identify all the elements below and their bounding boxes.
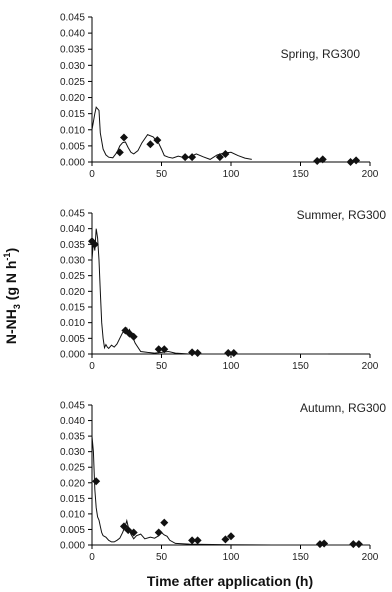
spring-model-line <box>91 106 252 160</box>
spring-y-tick-label: 0.020 <box>60 93 85 104</box>
spring-measured-point <box>119 133 128 142</box>
y-axis-label-subscript: 3 <box>12 304 22 309</box>
autumn-measured-point <box>124 526 133 535</box>
spring-measured-point <box>215 153 224 162</box>
spring-y-tick-label: 0.000 <box>60 158 85 169</box>
summer-x-tick-label: 0 <box>89 361 95 372</box>
summer-x-tick-label: 150 <box>292 361 309 372</box>
summer-x-tick-label: 200 <box>362 361 379 372</box>
summer-y-tick-label: 0.015 <box>60 303 85 314</box>
spring-measured-point <box>153 136 162 145</box>
autumn-y-tick-label: 0.035 <box>60 432 85 443</box>
summer-measured-point <box>160 345 169 354</box>
autumn-y-tick-label: 0.020 <box>60 478 85 489</box>
spring-measured-point <box>352 156 361 165</box>
autumn-measured-point <box>188 536 197 545</box>
spring-y-tick-label: 0.030 <box>60 61 85 72</box>
y-axis-label-close: ) <box>3 248 19 253</box>
autumn-x-tick-label: 100 <box>223 552 240 563</box>
spring-y-tick-label: 0.015 <box>60 109 85 120</box>
autumn-measured-point <box>193 536 202 545</box>
summer-measured-point <box>154 345 163 354</box>
summer-y-tick-label: 0.045 <box>60 209 85 220</box>
spring-measured-point <box>221 149 230 158</box>
y-axis-label: N-NH3 (g N h-1) <box>2 248 22 344</box>
summer-y-tick-label: 0.035 <box>60 240 85 251</box>
summer-measured-point <box>229 349 238 358</box>
summer-y-tick-label: 0.005 <box>60 334 85 345</box>
autumn-x-tick-label: 0 <box>89 552 95 563</box>
autumn-y-tick-label: 0.040 <box>60 416 85 427</box>
autumn-y-tick-label: 0.000 <box>60 541 85 552</box>
autumn-measured-point <box>349 540 358 549</box>
summer-measured-point <box>188 348 197 357</box>
autumn-panel-title: Autumn, RG300 <box>300 401 386 415</box>
summer-measured-point <box>129 332 138 341</box>
spring-panel: Spring, RG300 0.000 0.005 0.010 0.015 0.020 0… <box>60 13 379 181</box>
summer-measured-point <box>193 349 202 358</box>
summer-measured-point <box>224 349 233 358</box>
summer-y-tick-label: 0.030 <box>60 256 85 267</box>
summer-y-tick-label: 0.010 <box>60 318 85 329</box>
spring-measured-point <box>188 153 197 162</box>
summer-y-tick-label: 0.040 <box>60 224 85 235</box>
spring-measured-point <box>115 148 124 157</box>
spring-y-tick-label: 0.040 <box>60 29 85 40</box>
autumn-x-tick-label: 50 <box>156 552 168 563</box>
spring-x-tick-label: 0 <box>89 169 95 180</box>
y-axis-label-superscript: -1 <box>2 253 12 261</box>
y-axis-label-unit: (g N h <box>3 261 19 305</box>
spring-y-tick-label: 0.010 <box>60 125 85 136</box>
spring-x-tick-label: 50 <box>156 169 168 180</box>
summer-x-tick-label: 50 <box>156 361 168 372</box>
spring-y-tick-label: 0.035 <box>60 45 85 56</box>
spring-y-tick-label: 0.005 <box>60 141 85 152</box>
autumn-y-tick-label: 0.045 <box>60 401 85 412</box>
autumn-measured-point <box>154 528 163 537</box>
spring-panel-title: Spring, RG300 <box>281 47 361 61</box>
autumn-y-tick-label: 0.005 <box>60 525 85 536</box>
spring-measured-point <box>318 155 327 164</box>
autumn-measured-point <box>92 477 101 486</box>
spring-y-tick-label: 0.045 <box>60 13 85 24</box>
autumn-measured-point <box>129 528 138 537</box>
autumn-measured-point <box>221 535 230 544</box>
summer-panel: Summer, RG300 0.000 0.005 0.010 0.015 0.020 0… <box>60 208 386 372</box>
autumn-y-tick-label: 0.015 <box>60 494 85 505</box>
x-axis-label: Time after application (h) <box>147 573 313 589</box>
summer-measured-point <box>90 240 99 249</box>
autumn-measured-point <box>354 540 363 549</box>
spring-x-tick-label: 200 <box>362 169 379 180</box>
summer-x-tick-label: 100 <box>223 361 240 372</box>
autumn-y-tick-label: 0.030 <box>60 447 85 458</box>
autumn-y-tick-label: 0.025 <box>60 463 85 474</box>
spring-measured-point <box>146 140 155 149</box>
summer-y-tick-label: 0.025 <box>60 271 85 282</box>
summer-panel-title: Summer, RG300 <box>297 208 387 222</box>
spring-measured-point <box>181 153 190 162</box>
autumn-measured-point <box>160 518 169 527</box>
autumn-x-tick-label: 200 <box>362 552 379 563</box>
spring-y-tick-label: 0.025 <box>60 77 85 88</box>
summer-y-tick-label: 0.000 <box>60 350 85 361</box>
spring-x-tick-label: 100 <box>223 169 240 180</box>
autumn-measured-point <box>227 532 235 541</box>
summer-y-tick-label: 0.020 <box>60 287 85 298</box>
autumn-measured-point <box>320 539 329 548</box>
autumn-panel: Autumn, RG300 0.000 0.005 0.010 0.015 0.020 0… <box>60 401 386 564</box>
spring-x-tick-label: 150 <box>292 169 309 180</box>
autumn-x-tick-label: 150 <box>292 552 309 563</box>
y-axis-label-main: N-NH <box>3 309 19 344</box>
autumn-y-tick-label: 0.010 <box>60 509 85 520</box>
